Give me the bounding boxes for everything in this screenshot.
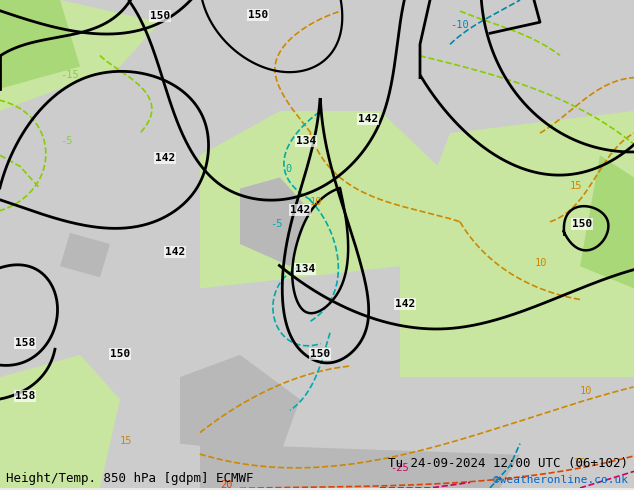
Text: 15: 15 — [120, 436, 133, 445]
Text: 0: 0 — [285, 164, 291, 174]
Polygon shape — [0, 0, 160, 111]
Polygon shape — [60, 233, 110, 277]
Text: 150: 150 — [248, 10, 268, 20]
Text: 142: 142 — [155, 153, 175, 163]
Polygon shape — [0, 355, 120, 488]
Text: -5: -5 — [270, 220, 283, 229]
Text: 150: 150 — [110, 349, 130, 359]
Text: 150: 150 — [572, 220, 592, 229]
Text: 15: 15 — [574, 458, 586, 468]
Text: 142: 142 — [165, 247, 185, 257]
Polygon shape — [200, 111, 450, 288]
Text: -10: -10 — [450, 20, 469, 30]
Polygon shape — [240, 177, 310, 266]
Text: -5: -5 — [60, 136, 72, 146]
Text: Height/Temp. 850 hPa [gdpm] ECMWF: Height/Temp. 850 hPa [gdpm] ECMWF — [6, 472, 254, 485]
Text: 150: 150 — [310, 349, 330, 359]
Text: 142: 142 — [395, 299, 415, 309]
Text: Tu 24-09-2024 12:00 UTC (06+102): Tu 24-09-2024 12:00 UTC (06+102) — [387, 457, 628, 470]
Text: 15: 15 — [570, 180, 583, 191]
Polygon shape — [0, 0, 80, 89]
Polygon shape — [400, 111, 634, 377]
Text: -15: -15 — [60, 70, 79, 80]
Polygon shape — [200, 443, 520, 488]
Polygon shape — [580, 155, 634, 288]
Text: 10: 10 — [310, 197, 323, 207]
Text: 150: 150 — [150, 11, 171, 21]
Text: 142: 142 — [358, 114, 378, 124]
Text: 158: 158 — [15, 338, 36, 348]
Text: 134: 134 — [296, 136, 316, 146]
Text: ©weatheronline.co.uk: ©weatheronline.co.uk — [493, 475, 628, 485]
Text: -25: -25 — [390, 464, 409, 473]
Text: 20: 20 — [220, 480, 233, 490]
Text: 10: 10 — [535, 258, 548, 268]
Polygon shape — [180, 355, 300, 455]
Text: 10: 10 — [580, 386, 593, 396]
Text: 142: 142 — [290, 205, 310, 215]
Text: 158: 158 — [15, 392, 36, 401]
Text: 134: 134 — [295, 264, 315, 274]
